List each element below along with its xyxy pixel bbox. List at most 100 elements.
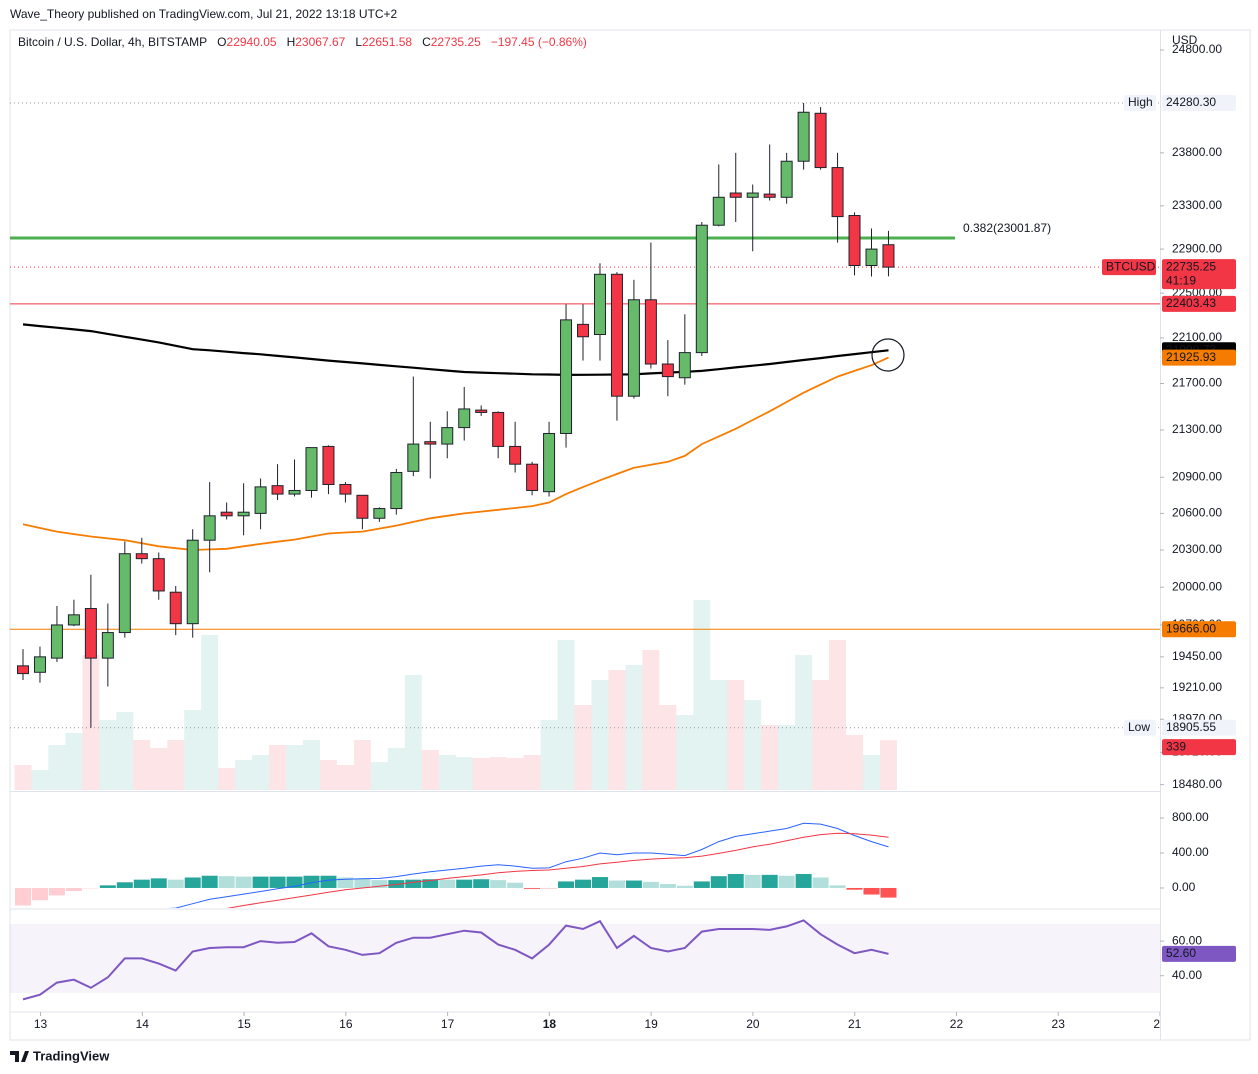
macd-histogram-bar: [659, 884, 676, 888]
macd-histogram-bar: [116, 882, 133, 888]
volume-bar: [438, 755, 456, 790]
level-name-box: [1102, 259, 1156, 276]
price-pane: 0.382(23001.87): [10, 102, 1160, 790]
volume-bar: [421, 750, 439, 790]
candle-body: [763, 193, 776, 198]
y-tick-label: 22100.00: [1172, 330, 1222, 344]
macd-histogram-bar: [286, 876, 303, 888]
y-tick-label: 20300.00: [1172, 542, 1222, 556]
candle-body: [475, 409, 488, 413]
price-label-box: [1162, 739, 1236, 756]
candle-body: [424, 441, 437, 445]
candle-body: [135, 553, 148, 560]
candle-body: [271, 485, 284, 495]
macd-histogram-bar: [201, 875, 218, 888]
level-name: Low: [1128, 720, 1150, 734]
x-tick-label: 23: [1052, 1017, 1066, 1031]
candle-body: [509, 445, 522, 465]
price-label-box: [1162, 349, 1236, 366]
macd-histogram-bar: [422, 879, 439, 888]
rsi-band: [10, 923, 1160, 993]
candle-body: [84, 608, 97, 659]
volume-bar: [218, 767, 236, 790]
y-tick-label: 800.00: [1172, 810, 1209, 824]
price-label: 22735.25: [1166, 259, 1216, 273]
symbol-legend: Bitcoin / U.S. Dollar, 4h, BITSTAMP O2294…: [18, 35, 587, 49]
volume-bar: [269, 745, 287, 790]
legend-value: −197.45 (−0.86%): [491, 35, 587, 49]
candle-body: [220, 511, 233, 517]
volume-bar: [353, 740, 371, 790]
tradingview-logo: TradingView: [10, 1048, 110, 1063]
x-tick-label: 17: [441, 1017, 455, 1031]
price-label-box: [1162, 259, 1236, 290]
candle-body: [814, 112, 827, 169]
legend-key: H: [287, 35, 296, 49]
candle-body: [627, 299, 640, 397]
price-axis: 24800.0023800.0023300.0022900.0022500.00…: [1102, 42, 1236, 982]
y-tick-label: 60.00: [1172, 933, 1202, 947]
x-tick-label: 18: [543, 1017, 557, 1031]
legend-key: C: [422, 35, 431, 49]
volume-bar: [31, 770, 49, 790]
volume-bar: [642, 650, 660, 790]
volume-bar: [676, 715, 694, 790]
moving-average: [22, 323, 889, 377]
volume-bar: [591, 680, 609, 790]
price-label: 19666.00: [1166, 621, 1216, 635]
macd-histogram-bar: [99, 885, 116, 888]
y-tick-label: 23800.00: [1172, 145, 1222, 159]
macd-histogram-bar: [133, 879, 150, 888]
macd-histogram-bar: [778, 875, 795, 888]
y-tick-label: 20600.00: [1172, 506, 1222, 520]
level-name-box: [1124, 719, 1156, 736]
candle-body: [678, 352, 691, 379]
volume-bar: [574, 705, 592, 790]
x-tick-label: 16: [339, 1017, 353, 1031]
macd-histogram-bar: [31, 887, 48, 901]
volume-bar: [778, 725, 796, 790]
legend-key: L: [355, 35, 362, 49]
candle-body: [373, 508, 386, 519]
candle-body: [237, 511, 250, 517]
macd-histogram-bar: [337, 877, 354, 888]
x-tick-label: 22: [950, 1017, 964, 1031]
level-name-box: [1124, 94, 1156, 111]
candle-body: [712, 196, 725, 226]
y-tick-label: 0.00: [1172, 880, 1196, 894]
candle-body: [780, 160, 793, 198]
symbol-title: Bitcoin / U.S. Dollar, 4h, BITSTAMP: [18, 35, 207, 49]
y-tick-label: 20900.00: [1172, 469, 1222, 483]
macd-histogram-bar: [439, 879, 456, 888]
macd-histogram-bar: [591, 877, 608, 888]
candle-body: [797, 111, 810, 162]
candle-body: [305, 447, 318, 491]
candle-body: [356, 494, 369, 519]
price-label-box: [1162, 719, 1236, 736]
macd-histogram-bar: [524, 887, 541, 889]
rsi-line: [22, 919, 889, 1001]
volume-bar: [693, 600, 711, 790]
candle-body: [50, 624, 63, 659]
candle-body: [152, 558, 165, 592]
volume-bar: [829, 640, 847, 790]
candle-body: [848, 215, 861, 267]
volume-bar: [14, 765, 32, 790]
macd-line: [226, 832, 889, 908]
volume-bar: [761, 725, 779, 790]
x-tick-label: 21: [848, 1017, 862, 1031]
macd-histogram-bar: [507, 882, 524, 888]
x-tick-label: 13: [34, 1017, 48, 1031]
x-tick-label: 20: [746, 1017, 760, 1031]
volume-bar: [252, 755, 270, 790]
macd-histogram-bar: [608, 880, 625, 888]
x-tick-label: 15: [237, 1017, 251, 1031]
volume-bar: [727, 680, 745, 790]
macd-histogram-bar: [150, 878, 167, 888]
candle-body: [746, 192, 759, 198]
annotation-circle: [871, 338, 905, 372]
macd-histogram-bar: [795, 873, 812, 888]
macd-histogram-bar: [371, 880, 388, 888]
